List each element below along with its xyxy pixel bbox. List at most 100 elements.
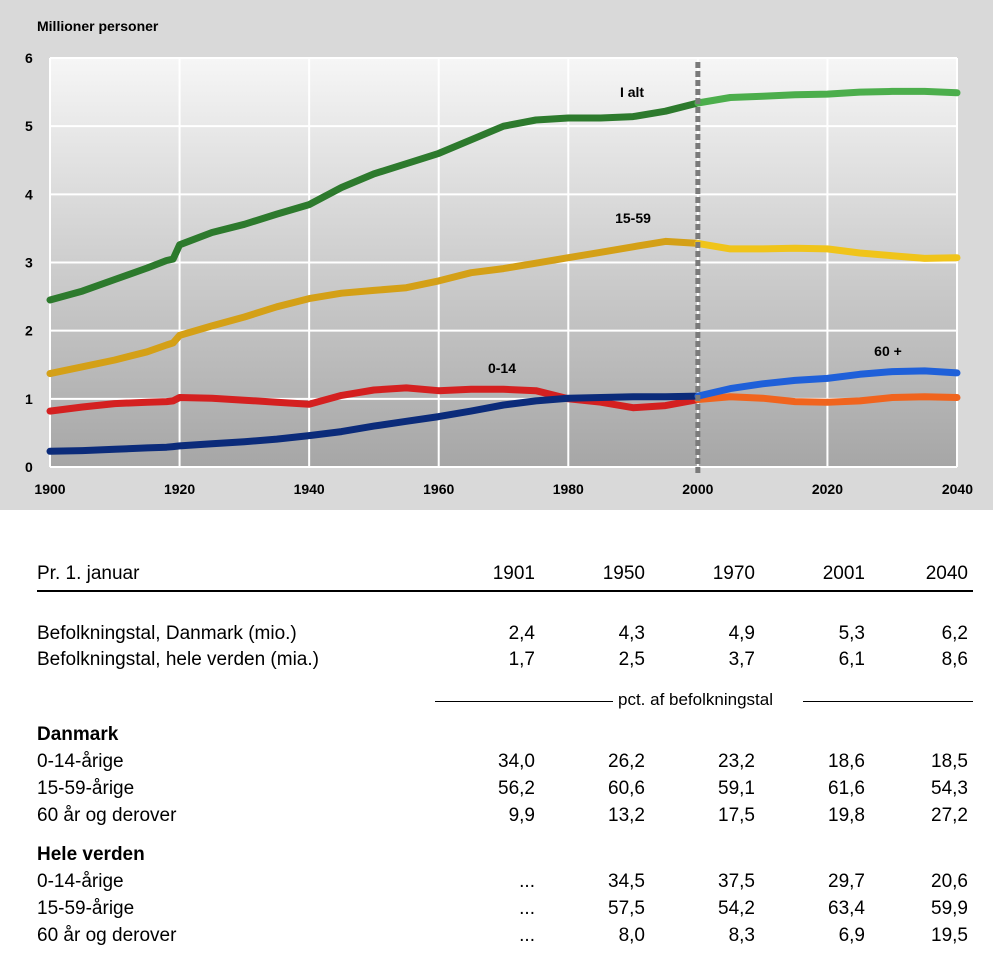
series-line-i-alt [46,99,702,304]
cell-value: ... [519,871,535,892]
cell-value: 19,5 [931,925,968,946]
cell-value: 19,8 [828,805,865,826]
cell-value: 1950 [602,563,645,584]
cell-value: 6,9 [838,925,865,946]
section-header: Danmark [0,724,993,750]
cell-value: 37,5 [718,871,755,892]
line-chart: 0 1 2 3 4 5 6 1900 1920 1940 1960 1980 2000 2020 2040 I… [25,50,973,497]
table-row: Befolkningstal, Danmark (mio.) 2,4 4,3 4,9 5… [0,623,993,649]
cell-value: 2001 [822,563,865,584]
cell-value: 13,2 [608,805,645,826]
x-tick-label: 2020 [812,481,843,497]
x-tick-label: 1900 [34,481,65,497]
cell-value: 34,0 [498,751,535,772]
x-tick-label: 1980 [553,481,584,497]
series-forecast-i-alt [694,87,961,107]
cell-value: 60,6 [608,778,645,799]
cell-value: 18,6 [828,751,865,772]
row-label: 15-59-årige [37,898,135,919]
cell-value: 61,6 [828,778,865,799]
row-label: 15-59-årige [37,778,135,799]
cell-value: 23,2 [718,751,755,772]
table-row: 0-14-årige 34,0 26,2 23,2 18,6 18,5 [0,751,993,777]
series-line-60- [46,392,702,455]
x-tick-label: 1960 [423,481,454,497]
cell-value: 8,3 [728,925,755,946]
section-header: Hele verden [0,844,993,870]
series-forecast-0-14 [694,393,961,406]
table-row: 0-14-årige... 34,5 37,5 29,7 20,6 [0,871,993,897]
row-label: 60 år og derover [37,805,177,826]
cell-value: 8,6 [941,649,968,670]
row-label: 0-14-årige [37,751,124,772]
table-row: 60 år og derover... 8,0 8,3 6,9 19,5 [0,925,993,951]
cell-value: 3,7 [728,649,755,670]
row-label: Befolkningstal, hele verden (mia.) [37,649,319,670]
series-label: 15-59 [615,210,651,226]
pct-rule-left [435,701,613,702]
cell-value: 5,3 [838,623,865,644]
cell-value: 29,7 [828,871,865,892]
section-title: Hele verden [37,844,145,865]
cell-value: 63,4 [828,898,865,919]
cell-value: 27,2 [931,805,968,826]
x-tick-label: 2000 [682,481,713,497]
cell-value: 2,4 [508,623,535,644]
cell-value: 4,3 [618,623,645,644]
y-tick-label: 6 [25,50,33,66]
row-label: Pr. 1. januar [37,563,140,584]
cell-value: 9,9 [508,805,535,826]
cell-value: 59,1 [718,778,755,799]
cell-value: 4,9 [728,623,755,644]
table-row: 15-59-årige 56,2 60,6 59,1 61,6 54,3 [0,778,993,804]
y-tick-label: 5 [25,118,33,134]
series-label: 0-14 [488,360,516,376]
cell-value: 34,5 [608,871,645,892]
x-tick-label: 1920 [164,481,195,497]
cell-value: 57,5 [608,898,645,919]
table-row: Befolkningstal, hele verden (mia.) 1,7 2,5… [0,649,993,675]
cell-value: ... [519,898,535,919]
cell-value: 1901 [492,563,535,584]
section-title: Danmark [37,724,119,745]
y-tick-label: 4 [25,186,33,202]
series-forecast-15-59 [694,239,961,262]
cell-value: 6,1 [838,649,865,670]
y-axis-title: Millioner personer [37,18,159,34]
pct-label: pct. af befolkningstal [618,690,773,709]
row-label: 60 år og derover [37,925,177,946]
cell-value: 54,3 [931,778,968,799]
cell-value: 20,6 [931,871,968,892]
table-row: 15-59-årige... 57,5 54,2 63,4 59,9 [0,898,993,924]
cell-value: 8,0 [618,925,645,946]
y-tick-label: 1 [25,391,33,407]
x-tick-label: 1940 [294,481,325,497]
row-label: Befolkningstal, Danmark (mio.) [37,623,297,644]
series-label: 60 + [874,343,902,359]
series-line-15-59 [46,237,702,378]
cell-value: 54,2 [718,898,755,919]
cell-value: 18,5 [931,751,968,772]
cell-value: 17,5 [718,805,755,826]
y-tick-label: 3 [25,255,33,271]
y-tick-label: 2 [25,323,33,339]
cell-value: 59,9 [931,898,968,919]
cell-value: 56,2 [498,778,535,799]
series-forecast-60- [694,367,961,400]
series-label: I alt [620,84,644,100]
cell-value: ... [519,925,535,946]
x-tick-label: 2040 [942,481,973,497]
row-label: 0-14-årige [37,871,124,892]
y-tick-label: 0 [25,459,33,475]
cell-value: 2,5 [618,649,645,670]
cell-value: 6,2 [941,623,968,644]
cell-value: 2040 [925,563,968,584]
cell-value: 1970 [712,563,755,584]
data-table: Pr. 1. januar 1901 1950 1970 2001 2040 Befolkn… [0,560,993,961]
cell-value: 1,7 [508,649,535,670]
table-header: Pr. 1. januar 1901 1950 1970 2001 2040 [0,563,993,589]
cell-value: 26,2 [608,751,645,772]
header-rule [37,590,973,592]
chart-panel: Millioner personer 0 1 2 3 4 5 6 1900 1920 1940 19… [0,0,993,510]
pct-rule-right [803,701,973,702]
